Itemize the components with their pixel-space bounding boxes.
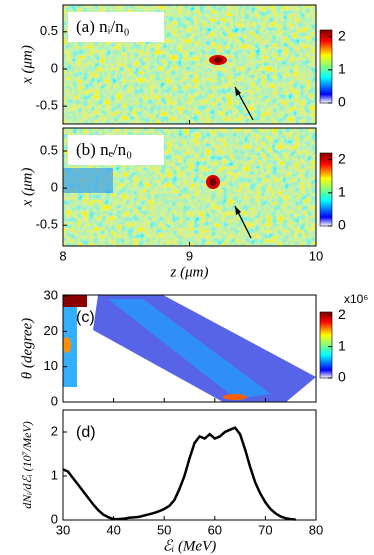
x-tick-label: 70 (258, 522, 272, 537)
y-tick-label: 30 (44, 287, 58, 302)
y-axis-label: x (μm) (19, 45, 35, 85)
x-axis-label: z (μm) (170, 264, 209, 280)
colorbar-tick-label: 0 (338, 217, 346, 233)
y-tick-label: 2 (51, 423, 58, 438)
y-tick-label: 0.5 (40, 23, 58, 38)
x-tick-label: 80 (309, 522, 323, 537)
colorbar-tick-label: 1 (338, 184, 346, 200)
y-axis-label: θ (degree) (19, 318, 35, 379)
hotspot-core (214, 57, 222, 63)
y-tick-label: 0 (51, 180, 58, 195)
arrow-head (235, 87, 241, 96)
x-tick-label: 8 (59, 248, 66, 263)
x-tick-label: 40 (106, 522, 120, 537)
panel-label: (c) (76, 309, 95, 326)
colorbar-tick-label: 2 (338, 27, 346, 43)
y-tick-label: -0.5 (36, 217, 58, 232)
hotspot-core (210, 178, 216, 186)
x-tick-label: 50 (157, 522, 171, 537)
y-tick-label: 1 (51, 467, 58, 482)
arrow-head (235, 206, 241, 215)
panel-label: (b) nₑ/n₀ (76, 140, 132, 159)
colorbar-tick-label: 2 (338, 150, 346, 166)
colorbar-tick-label: 0 (338, 369, 346, 385)
x-tick-label: 9 (186, 248, 193, 263)
colorbar (319, 311, 333, 379)
y-tick-label: 0 (51, 511, 58, 526)
low-region (63, 168, 113, 193)
panel-label: (a) nᵢ/n₀ (76, 17, 130, 36)
panel-label: (d) (76, 424, 96, 441)
x-axis-label: ℰᵢ (MeV) (163, 538, 217, 554)
corner-hot (63, 295, 87, 307)
colorbar-scale: x10⁶ (344, 292, 368, 306)
beam-core (108, 299, 271, 399)
line (62, 426, 296, 521)
bottom-hot (223, 394, 247, 400)
colorbar-tick-label: 1 (338, 337, 346, 353)
x-tick-label: 60 (208, 522, 222, 537)
label-box (68, 12, 164, 42)
x-tick-label: 10 (309, 248, 323, 263)
colorbar-tick-label: 2 (338, 306, 346, 322)
y-tick-label: 0 (51, 393, 58, 408)
y-tick-label: -0.5 (36, 98, 58, 113)
x-tick-label: 30 (56, 522, 70, 537)
y-tick-label: 20 (44, 323, 58, 338)
colorbar-tick-label: 0 (338, 94, 346, 110)
plot-frame (62, 409, 317, 521)
y-axis-label: x (μm) (19, 168, 35, 208)
y-tick-label: 0 (51, 60, 58, 75)
colorbar (319, 152, 333, 227)
left-hot (63, 337, 71, 353)
plot-frame (62, 294, 317, 403)
colorbar (319, 29, 333, 104)
y-tick-label: 10 (44, 358, 58, 373)
y-axis-label: dNᵢ/dℰᵢ (10⁷/MeV) (20, 421, 34, 509)
label-box (68, 135, 164, 165)
colorbar-tick-label: 1 (338, 61, 346, 77)
y-tick-label: 0.5 (40, 142, 58, 157)
